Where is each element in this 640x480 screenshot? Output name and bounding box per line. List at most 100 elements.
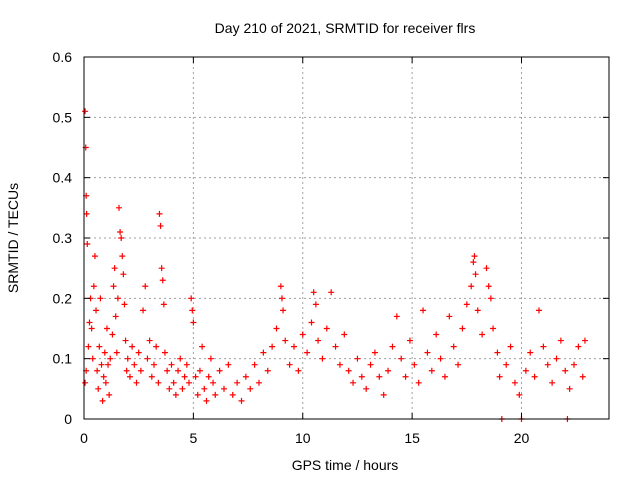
data-point xyxy=(156,210,163,217)
data-point xyxy=(189,307,196,314)
data-point xyxy=(496,373,503,380)
data-point xyxy=(116,204,122,211)
data-point xyxy=(428,367,435,374)
data-point xyxy=(345,367,352,374)
data-point xyxy=(161,349,168,356)
data-point xyxy=(522,367,529,374)
y-tick-label: 0.5 xyxy=(53,109,73,125)
data-point xyxy=(312,301,319,308)
data-point xyxy=(264,367,271,374)
data-point xyxy=(148,373,155,380)
y-tick-label: 0.6 xyxy=(53,49,73,65)
data-point xyxy=(101,349,108,356)
data-point xyxy=(205,373,212,380)
data-point xyxy=(282,337,289,344)
data-point xyxy=(411,361,418,368)
data-point xyxy=(295,367,302,374)
data-point xyxy=(393,313,400,320)
data-point xyxy=(106,391,113,398)
data-point xyxy=(581,337,588,344)
data-point xyxy=(406,337,413,344)
data-point xyxy=(332,343,339,350)
data-point xyxy=(371,349,378,356)
y-axis-label: SRMTID / TECUs xyxy=(5,183,21,293)
data-point xyxy=(119,253,126,260)
data-point xyxy=(251,361,258,368)
data-point xyxy=(90,283,97,290)
data-point xyxy=(479,331,486,338)
data-point xyxy=(109,331,116,338)
data-point xyxy=(354,355,361,362)
x-axis-label: GPS time / hours xyxy=(292,457,399,473)
data-point xyxy=(278,295,285,302)
data-point xyxy=(96,343,103,350)
data-point xyxy=(203,397,210,404)
data-point xyxy=(210,379,217,386)
data-point xyxy=(82,379,89,386)
data-point xyxy=(380,391,387,398)
data-point xyxy=(177,355,184,362)
data-point xyxy=(157,222,164,229)
data-point xyxy=(100,373,107,380)
data-point xyxy=(131,361,138,368)
x-tick-label: 20 xyxy=(514,430,530,446)
data-point xyxy=(247,385,254,392)
data-point xyxy=(91,253,98,260)
y-tick-label: 0.3 xyxy=(53,230,73,246)
data-point xyxy=(503,361,510,368)
data-point xyxy=(179,385,186,392)
data-point xyxy=(140,307,147,314)
data-point xyxy=(196,367,203,374)
data-point xyxy=(490,325,497,332)
data-point xyxy=(242,373,249,380)
data-point xyxy=(159,277,166,284)
data-point xyxy=(562,367,569,374)
data-point xyxy=(103,325,110,332)
data-point xyxy=(336,361,343,368)
data-point xyxy=(323,325,330,332)
data-point xyxy=(110,283,117,290)
data-point xyxy=(470,259,477,266)
x-tick-label: 5 xyxy=(189,430,197,446)
data-point xyxy=(424,349,431,356)
data-points xyxy=(82,108,588,422)
data-point xyxy=(527,349,534,356)
data-point xyxy=(398,355,405,362)
data-point xyxy=(135,349,142,356)
data-point xyxy=(315,337,322,344)
data-point xyxy=(160,301,167,308)
data-point xyxy=(319,355,326,362)
data-point xyxy=(415,379,422,386)
data-point xyxy=(420,307,427,314)
data-point xyxy=(199,343,206,350)
data-point xyxy=(256,379,262,386)
data-point xyxy=(123,367,130,374)
axis-ticks: 0 5 10 15 20 0 0.1 0.2 0.3 0.4 0.5 0.6 xyxy=(53,49,609,446)
data-point xyxy=(117,228,124,235)
data-point xyxy=(129,343,136,350)
data-point xyxy=(153,343,160,350)
chart-title: Day 210 of 2021, SRMTID for receiver flr… xyxy=(215,20,476,36)
data-point xyxy=(120,271,127,278)
data-point xyxy=(188,295,195,302)
data-point xyxy=(557,337,564,344)
data-point xyxy=(102,379,109,386)
data-point xyxy=(446,313,453,320)
data-point xyxy=(158,265,165,272)
data-point xyxy=(166,385,173,392)
data-point xyxy=(186,379,192,386)
y-tick-label: 0.4 xyxy=(53,170,73,186)
data-point xyxy=(485,283,492,290)
data-point xyxy=(83,210,90,217)
data-point xyxy=(367,361,374,368)
data-point xyxy=(571,361,577,368)
data-point xyxy=(181,373,188,380)
data-point xyxy=(511,379,518,386)
data-point xyxy=(350,379,357,386)
data-point xyxy=(566,385,573,392)
data-point xyxy=(341,331,348,338)
data-point xyxy=(328,289,335,296)
data-point xyxy=(363,385,370,392)
data-point xyxy=(201,385,208,392)
data-point xyxy=(183,361,190,368)
